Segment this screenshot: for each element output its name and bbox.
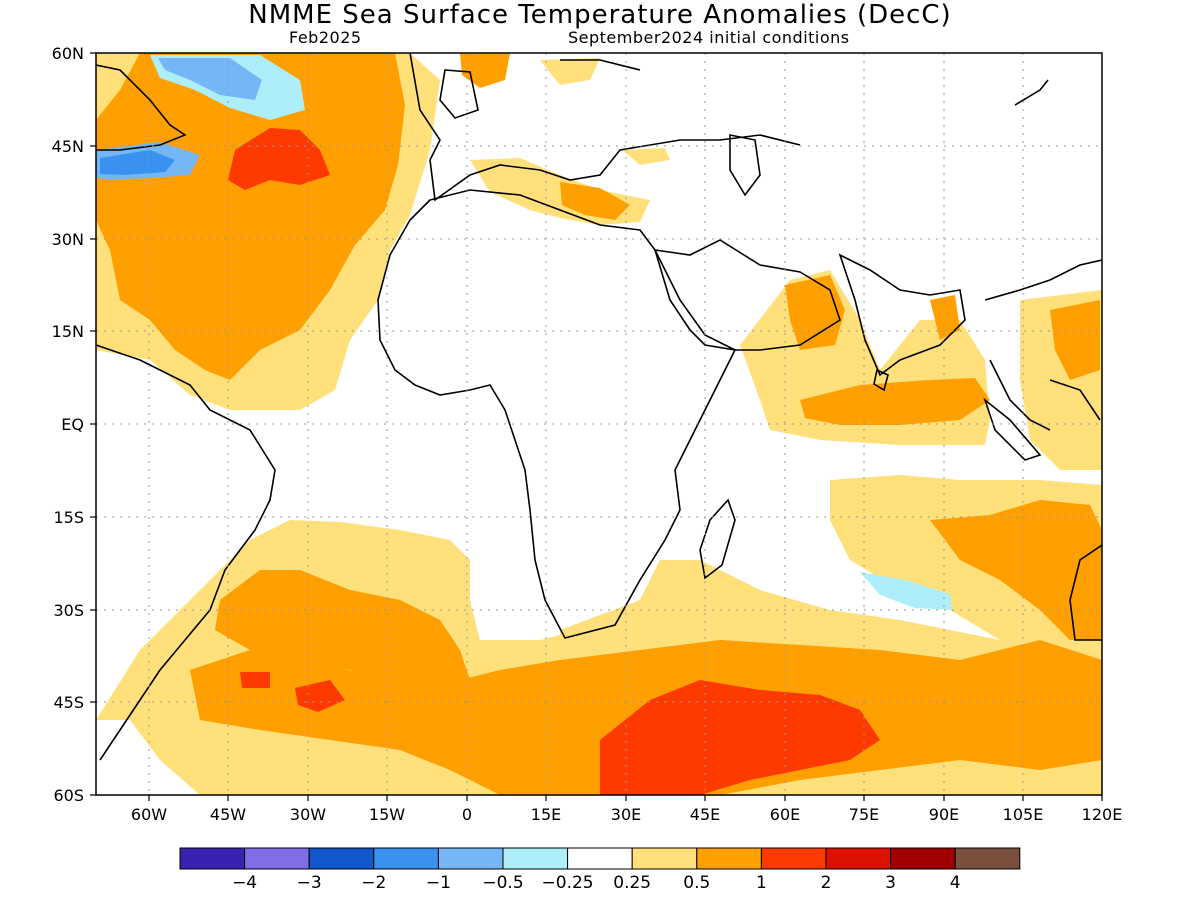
lat-label: 15S bbox=[53, 508, 84, 527]
lon-label: 60W bbox=[131, 805, 167, 824]
coast-caspian bbox=[729, 134, 761, 197]
shade-black-sea bbox=[622, 148, 670, 165]
shade-south-atlantic-hot-2 bbox=[240, 672, 270, 688]
anomaly-field bbox=[96, 53, 1102, 795]
colorbar-swatch bbox=[567, 847, 633, 870]
map-title: NMME Sea Surface Temperature Anomalies (… bbox=[248, 0, 952, 30]
colorbar-swatch bbox=[502, 847, 569, 870]
shade-scandinavia-coast bbox=[540, 58, 600, 85]
coast-madagascar bbox=[699, 498, 736, 580]
shade-sw-atlantic-neutral bbox=[96, 720, 200, 795]
colorbar-label: 1 bbox=[756, 873, 767, 893]
lat-label: EQ bbox=[61, 415, 84, 434]
lon-label: 0 bbox=[462, 805, 472, 824]
colorbar-label: −1 bbox=[426, 873, 451, 893]
lat-label: 45N bbox=[52, 137, 84, 156]
lat-label: 60S bbox=[53, 786, 84, 805]
colorbar-label: 3 bbox=[885, 873, 896, 893]
lat-labels: 60N 45N 30N 15N EQ 15S 30S 45S 60S bbox=[52, 44, 84, 805]
coast-japan-korea bbox=[1014, 79, 1049, 106]
colorbar-label: 2 bbox=[821, 873, 832, 893]
lon-label: 105E bbox=[1003, 805, 1044, 824]
initial-conditions: September2024 initial conditions bbox=[568, 28, 850, 47]
colorbar-label: −4 bbox=[232, 873, 257, 893]
shade-mediterranean bbox=[470, 158, 650, 225]
colorbar-swatch bbox=[760, 847, 827, 870]
colorbar-swatch bbox=[890, 847, 956, 870]
colorbar-label: −0.5 bbox=[482, 873, 523, 893]
coast-britain bbox=[439, 69, 479, 119]
lon-label: 45E bbox=[690, 805, 720, 824]
lon-label: 90E bbox=[929, 805, 959, 824]
colorbar-swatch bbox=[244, 847, 310, 870]
shade-mediterranean-warm bbox=[560, 182, 630, 220]
colorbar-label: 0.5 bbox=[683, 873, 710, 893]
lat-label: 45S bbox=[53, 693, 84, 712]
colorbar-swatch bbox=[179, 847, 246, 870]
tick-marks bbox=[90, 52, 1103, 801]
lon-label: 45W bbox=[210, 805, 246, 824]
colorbar-swatch bbox=[825, 847, 892, 870]
colorbar bbox=[179, 847, 1021, 870]
colorbar-swatch bbox=[631, 847, 698, 870]
shade-south-indian-cool bbox=[860, 572, 952, 610]
lat-label: 30S bbox=[53, 601, 84, 620]
colorbar-swatch bbox=[308, 847, 375, 870]
colorbar-labels: −4 −3 −2 −1 −0.5 −0.25 0.25 0.5 1 2 3 4 bbox=[232, 873, 961, 893]
shade-equatorial-indian-warm bbox=[800, 378, 990, 425]
shade-bay-of-bengal-warm bbox=[930, 295, 960, 340]
lon-label: 30E bbox=[611, 805, 641, 824]
shade-south-atlantic-warm bbox=[215, 570, 470, 700]
colorbar-label: −2 bbox=[361, 873, 386, 893]
shade-north-atlantic-hot bbox=[228, 128, 330, 190]
lon-label: 30W bbox=[290, 805, 326, 824]
lat-label: 15N bbox=[52, 322, 84, 341]
shade-cape-neutral bbox=[470, 545, 560, 640]
coast-southeast-asia bbox=[984, 259, 1102, 431]
lat-label: 30N bbox=[52, 230, 84, 249]
coast-sumatra bbox=[983, 397, 1042, 461]
colorbar-swatch bbox=[954, 847, 1021, 870]
lon-label: 120E bbox=[1082, 805, 1123, 824]
shade-south-atlantic-hot bbox=[295, 680, 345, 712]
colorbar-label: 0.25 bbox=[613, 873, 651, 893]
shade-north-atlantic-warm bbox=[96, 53, 405, 380]
colorbar-swatch bbox=[373, 847, 439, 870]
coast-india bbox=[838, 253, 966, 377]
lon-label: 15E bbox=[531, 805, 561, 824]
shade-south-china-sea-warm bbox=[1050, 300, 1100, 380]
lat-label: 60N bbox=[52, 44, 84, 63]
shade-north-sea bbox=[460, 53, 510, 88]
colorbar-label: 4 bbox=[950, 873, 961, 893]
shade-grand-banks-colder bbox=[100, 150, 175, 175]
shade-labrador-colder bbox=[158, 58, 262, 100]
coast-australia bbox=[1069, 544, 1102, 641]
colorbar-swatch bbox=[696, 847, 762, 870]
coast-sri-lanka bbox=[873, 368, 889, 392]
lon-label: 60E bbox=[770, 805, 800, 824]
colorbar-label: −0.25 bbox=[542, 873, 594, 893]
coast-americas-north bbox=[96, 64, 187, 151]
coast-africa bbox=[377, 189, 737, 639]
colorbar-label: −3 bbox=[297, 873, 322, 893]
coast-south-america bbox=[96, 344, 276, 761]
lon-labels: 60W 45W 30W 15W 0 15E 30E 45E 60E 75E 90… bbox=[131, 805, 1122, 824]
forecast-month: Feb2025 bbox=[289, 28, 362, 47]
lon-label: 75E bbox=[849, 805, 879, 824]
shade-south-indian-warm bbox=[930, 500, 1102, 640]
coast-europe bbox=[409, 53, 801, 202]
colorbar-swatch bbox=[437, 847, 504, 870]
shade-southern-ocean-hot bbox=[600, 680, 880, 795]
lon-label: 15W bbox=[369, 805, 405, 824]
